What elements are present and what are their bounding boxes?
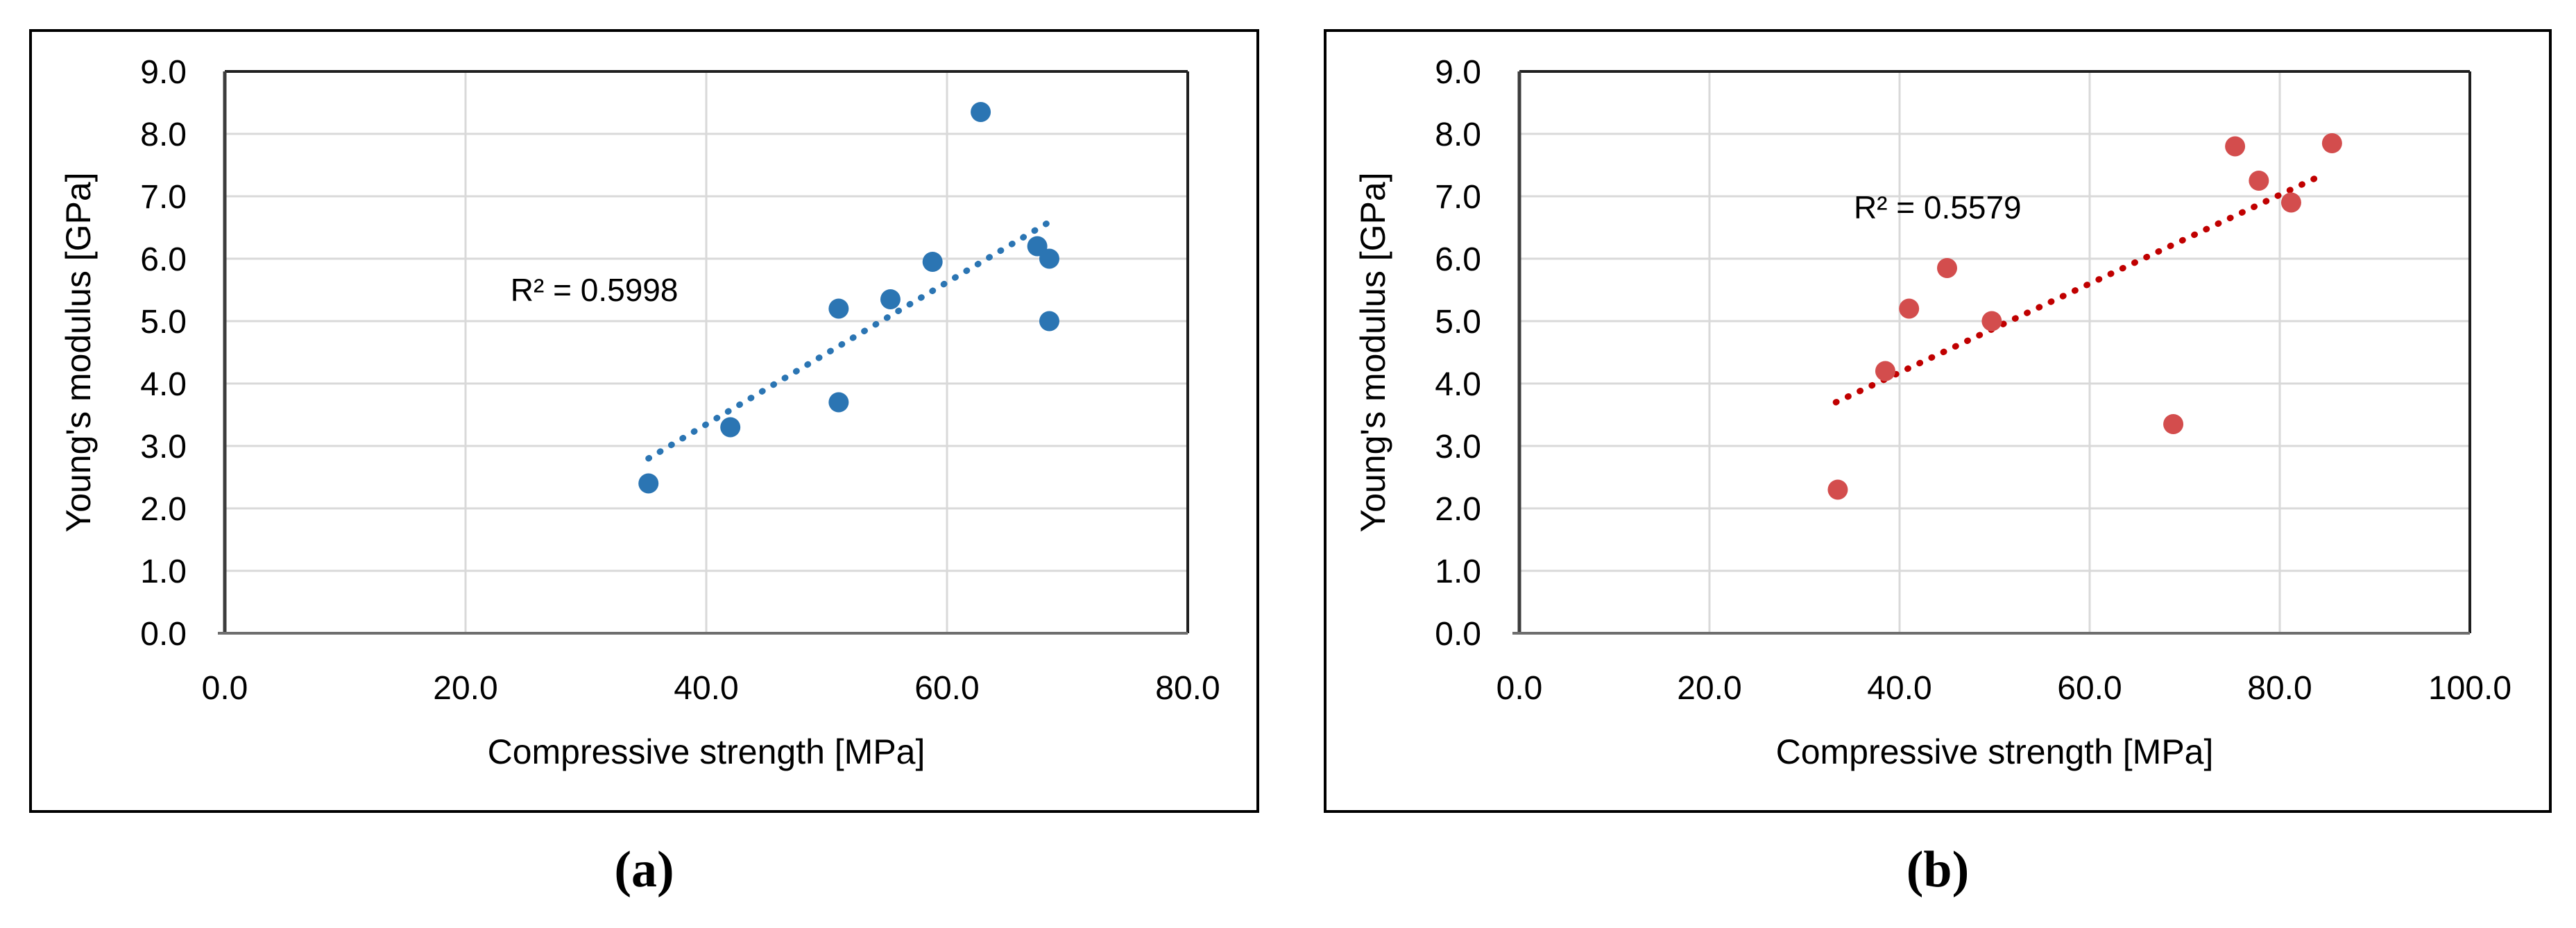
panel-caption-a: (a): [614, 841, 674, 898]
x-tick-label: 80.0: [2247, 670, 2312, 707]
x-tick-label: 0.0: [1496, 670, 1543, 707]
scatter-chart-b: 0.0 1.0 2.0 3.0 4.0 5.0 6.0 7.0 8.0 9.0 0.0 20.0 40.…: [1354, 54, 2511, 771]
scatter-point: [971, 102, 991, 122]
tick-labels: 0.0 1.0 2.0 3.0 4.0 5.0 6.0 7.0 8.0 9.0 0.0 20.0 40.…: [1435, 54, 2511, 707]
gridlines: [1519, 71, 2470, 633]
x-axis-title: Compressive strength [MPa]: [488, 732, 926, 771]
r-squared-annotation: R² = 0.5579: [1854, 189, 2022, 225]
y-tick-label: 6.0: [1435, 241, 1481, 278]
scatter-point: [720, 417, 741, 438]
scatter-point: [1899, 298, 1920, 319]
x-tick-label: 40.0: [674, 670, 738, 707]
figure-panel-b: 0.0 1.0 2.0 3.0 4.0 5.0 6.0 7.0 8.0 9.0 0.0 20.0 40.…: [1324, 29, 2552, 813]
y-tick-label: 5.0: [140, 304, 187, 341]
scatter-point: [2163, 414, 2184, 434]
scatter-point: [2280, 192, 2301, 213]
x-tick-label: 80.0: [1155, 670, 1220, 707]
trendline: [645, 218, 1054, 462]
y-tick-label: 4.0: [140, 366, 187, 403]
tick-labels: 0.0 1.0 2.0 3.0 4.0 5.0 6.0 7.0 8.0 9.0 0.0 20.0 40.…: [140, 54, 1220, 707]
y-tick-label: 8.0: [140, 117, 187, 153]
y-tick-label: 8.0: [1435, 117, 1481, 153]
x-tick-label: 20.0: [1677, 670, 1741, 707]
y-tick-label: 9.0: [140, 54, 187, 91]
x-tick-label: 20.0: [433, 670, 497, 707]
x-axis-title: Compressive strength [MPa]: [1776, 732, 2214, 771]
scatter-point: [1937, 258, 1957, 278]
y-tick-label: 0.0: [1435, 616, 1481, 653]
y-tick-label: 1.0: [140, 553, 187, 590]
y-tick-label: 3.0: [1435, 429, 1481, 465]
trendline: [1832, 171, 2327, 406]
r-squared-annotation: R² = 0.5998: [511, 272, 679, 308]
y-tick-label: 2.0: [1435, 491, 1481, 528]
x-tick-label: 0.0: [202, 670, 248, 707]
y-tick-label: 2.0: [140, 491, 187, 528]
scatter-chart-a: 0.0 1.0 2.0 3.0 4.0 5.0 6.0 7.0 8.0 9.0 0.0 20.0 40.…: [59, 54, 1220, 771]
x-tick-label: 100.0: [2428, 670, 2511, 707]
scatter-point: [1039, 311, 1059, 332]
data-series: [1827, 133, 2342, 500]
y-tick-label: 9.0: [1435, 54, 1481, 91]
y-tick-label: 0.0: [140, 616, 187, 653]
y-tick-label: 5.0: [1435, 304, 1481, 341]
scatter-point: [828, 392, 849, 413]
plot-borders: [1512, 70, 2471, 635]
data-series: [638, 102, 1059, 494]
x-tick-label: 40.0: [1867, 670, 1931, 707]
y-tick-label: 7.0: [140, 179, 187, 216]
y-tick-label: 4.0: [1435, 366, 1481, 403]
scatter-point: [1039, 248, 1059, 269]
scatter-point: [638, 473, 659, 494]
scatter-point: [1875, 361, 1895, 381]
scatter-point: [1827, 479, 1848, 500]
scatter-point: [880, 289, 901, 309]
scatter-point: [828, 298, 849, 319]
scatter-point: [1981, 311, 2002, 332]
x-tick-label: 60.0: [914, 670, 979, 707]
figure-panel-a: 0.0 1.0 2.0 3.0 4.0 5.0 6.0 7.0 8.0 9.0 0.0 20.0 40.…: [29, 29, 1259, 813]
scatter-point: [2225, 136, 2246, 157]
scatter-point: [2249, 171, 2269, 191]
y-tick-label: 1.0: [1435, 553, 1481, 590]
y-tick-label: 3.0: [140, 429, 187, 465]
y-tick-label: 7.0: [1435, 179, 1481, 216]
panel-caption-b: (b): [1906, 841, 1970, 898]
gridlines: [225, 71, 1188, 633]
scatter-point: [1027, 236, 1048, 257]
y-axis-title: Young's modulus [GPa]: [1354, 172, 1392, 532]
scatter-point: [922, 252, 943, 272]
scatter-point: [2321, 133, 2342, 153]
plot-borders: [218, 70, 1189, 635]
x-tick-label: 60.0: [2057, 670, 2122, 707]
y-axis-title: Young's modulus [GPa]: [59, 172, 98, 532]
y-tick-label: 6.0: [140, 241, 187, 278]
